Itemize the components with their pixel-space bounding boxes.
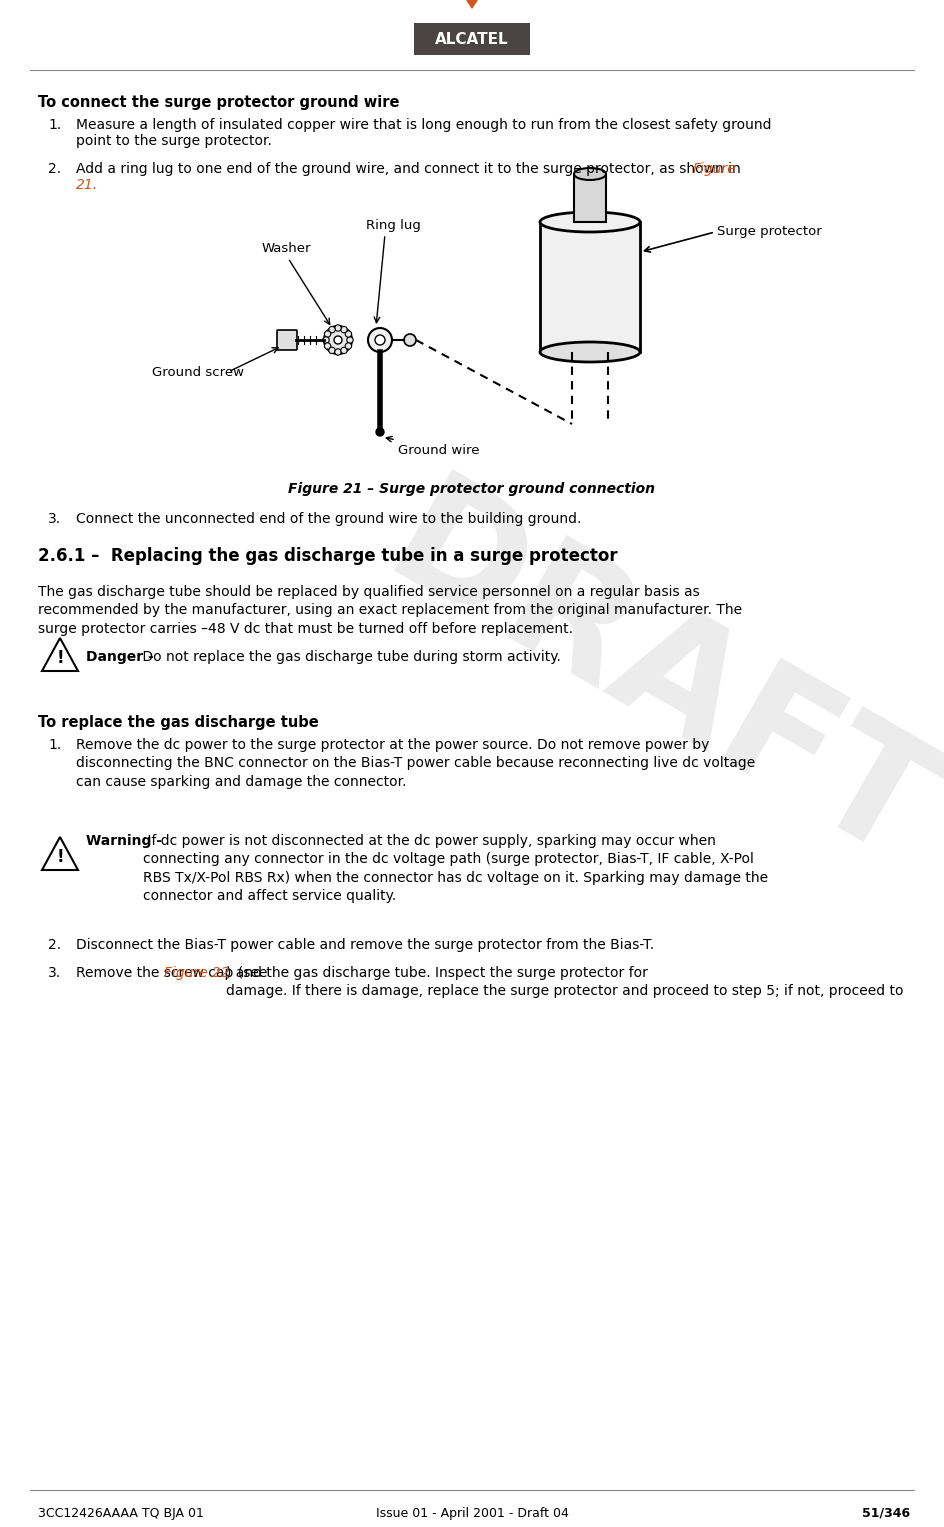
Text: Measure a length of insulated copper wire that is long enough to run from the cl: Measure a length of insulated copper wir… xyxy=(76,118,771,148)
Circle shape xyxy=(334,336,342,344)
Text: Issue 01 - April 2001 - Draft 04: Issue 01 - April 2001 - Draft 04 xyxy=(376,1507,568,1519)
Circle shape xyxy=(324,325,352,354)
Circle shape xyxy=(341,347,347,354)
Text: 3.: 3. xyxy=(48,967,61,980)
Text: Warning -: Warning - xyxy=(86,834,162,847)
Text: Remove the dc power to the surge protector at the power source. Do not remove po: Remove the dc power to the surge protect… xyxy=(76,738,755,789)
Text: Washer: Washer xyxy=(262,241,312,255)
Text: ) and the gas discharge tube. Inspect the surge protector for
damage. If there i: ) and the gas discharge tube. Inspect th… xyxy=(226,967,903,999)
Text: Danger -: Danger - xyxy=(86,651,154,664)
Ellipse shape xyxy=(574,168,606,180)
Circle shape xyxy=(346,342,351,350)
Text: If dc power is not disconnected at the dc power supply, sparking may occur when
: If dc power is not disconnected at the d… xyxy=(143,834,768,902)
Circle shape xyxy=(368,328,392,353)
Text: 1.: 1. xyxy=(48,118,61,131)
Text: !: ! xyxy=(57,847,64,866)
Polygon shape xyxy=(42,837,78,870)
FancyBboxPatch shape xyxy=(414,23,530,55)
Ellipse shape xyxy=(540,342,640,362)
Text: To connect the surge protector ground wire: To connect the surge protector ground wi… xyxy=(38,95,399,110)
Polygon shape xyxy=(458,0,486,8)
FancyBboxPatch shape xyxy=(540,221,640,353)
Text: 51/346: 51/346 xyxy=(862,1507,910,1519)
Text: Figure 21 – Surge protector ground connection: Figure 21 – Surge protector ground conne… xyxy=(289,483,655,496)
Text: Ring lug: Ring lug xyxy=(365,218,420,232)
Circle shape xyxy=(376,428,384,437)
Text: !: ! xyxy=(57,649,64,667)
Circle shape xyxy=(346,337,353,344)
Text: DRAFT: DRAFT xyxy=(362,464,944,896)
Text: Figure 22: Figure 22 xyxy=(164,967,229,980)
Text: 21.: 21. xyxy=(76,179,98,192)
Text: The gas discharge tube should be replaced by qualified service personnel on a re: The gas discharge tube should be replace… xyxy=(38,585,742,635)
Circle shape xyxy=(329,327,335,333)
Circle shape xyxy=(341,327,347,333)
Circle shape xyxy=(335,325,341,331)
Text: Surge protector: Surge protector xyxy=(717,226,821,238)
Text: ALCATEL: ALCATEL xyxy=(435,32,509,47)
Text: Ground screw: Ground screw xyxy=(152,365,244,379)
Circle shape xyxy=(375,334,385,345)
Circle shape xyxy=(335,348,341,356)
Text: Ground wire: Ground wire xyxy=(398,444,480,457)
FancyBboxPatch shape xyxy=(277,330,297,350)
Text: 2.6.1 –  Replacing the gas discharge tube in a surge protector: 2.6.1 – Replacing the gas discharge tube… xyxy=(38,547,617,565)
Text: Disconnect the Bias-T power cable and remove the surge protector from the Bias-T: Disconnect the Bias-T power cable and re… xyxy=(76,938,654,951)
Text: 3CC12426AAAA TQ BJA 01: 3CC12426AAAA TQ BJA 01 xyxy=(38,1507,204,1519)
Circle shape xyxy=(325,331,330,337)
Ellipse shape xyxy=(540,212,640,232)
Text: 1.: 1. xyxy=(48,738,61,751)
Polygon shape xyxy=(42,638,78,670)
Text: 2.: 2. xyxy=(48,938,61,951)
Circle shape xyxy=(404,334,416,347)
Text: Connect the unconnected end of the ground wire to the building ground.: Connect the unconnected end of the groun… xyxy=(76,512,582,525)
Text: To replace the gas discharge tube: To replace the gas discharge tube xyxy=(38,715,319,730)
Circle shape xyxy=(329,347,335,354)
Circle shape xyxy=(323,337,329,344)
Text: Add a ring lug to one end of the ground wire, and connect it to the surge protec: Add a ring lug to one end of the ground … xyxy=(76,162,745,176)
FancyBboxPatch shape xyxy=(574,174,606,221)
Text: Figure: Figure xyxy=(693,162,736,176)
Circle shape xyxy=(325,342,330,350)
Text: Remove the screw cap (see: Remove the screw cap (see xyxy=(76,967,272,980)
Text: 2.: 2. xyxy=(48,162,61,176)
Circle shape xyxy=(346,331,351,337)
Text: Do not replace the gas discharge tube during storm activity.: Do not replace the gas discharge tube du… xyxy=(138,651,561,664)
Text: 3.: 3. xyxy=(48,512,61,525)
